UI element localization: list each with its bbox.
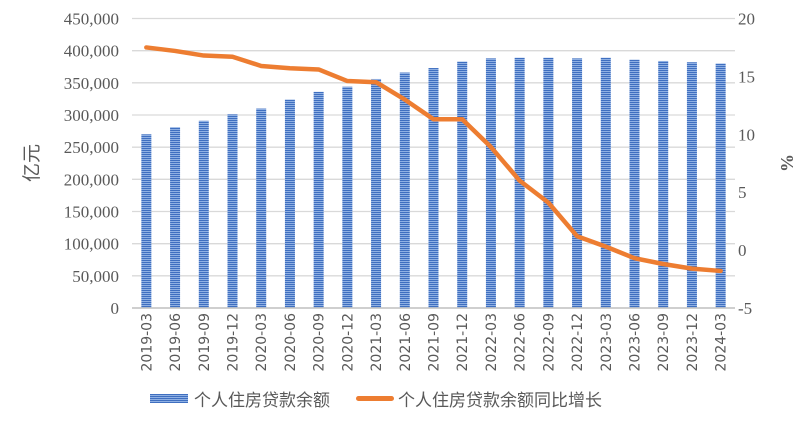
x-tick-label: 2021-06 <box>398 313 414 372</box>
bar-2021-03 <box>371 79 381 308</box>
x-tick-label: 2022-12 <box>570 313 586 372</box>
bar-2023-09 <box>658 61 668 308</box>
legend: 个人住房贷款余额 个人住房贷款余额同比增长 <box>150 386 628 411</box>
bars <box>141 58 725 308</box>
x-tick-label: 2022-06 <box>513 313 529 372</box>
y2-tick-label: 10 <box>738 125 755 144</box>
bar-2019-03 <box>141 134 151 308</box>
legend-item-growth: 个人住房贷款余额同比增长 <box>356 386 602 411</box>
y-tick-label: 50,000 <box>72 267 119 286</box>
x-tick-label: 2021-03 <box>369 313 385 372</box>
y-tick-label: 150,000 <box>64 203 119 222</box>
y-tick-label: 400,000 <box>64 42 119 61</box>
y-axis-ticks: 0 50,000 100,000 150,000 200,000 250,000 300,0… <box>64 10 119 319</box>
x-tick-label: 2019-09 <box>197 313 213 372</box>
y-tick-label: 200,000 <box>64 170 119 189</box>
bar-2023-03 <box>601 58 611 308</box>
x-tick-label: 2020-03 <box>254 313 270 372</box>
y2-tick-label: 0 <box>738 241 747 260</box>
bar-2019-09 <box>199 121 209 308</box>
y-tick-label: 450,000 <box>64 10 119 29</box>
bar-2020-03 <box>256 109 266 308</box>
x-tick-label: 2019-06 <box>168 313 184 372</box>
legend-label: 个人住房贷款余额同比增长 <box>398 386 602 411</box>
x-tick-label: 2023-12 <box>685 313 701 372</box>
y2-tick-label: 15 <box>738 67 755 86</box>
bar-2020-09 <box>314 92 324 308</box>
x-tick-label: 2019-03 <box>139 313 155 372</box>
x-tick-label: 2020-12 <box>340 313 356 372</box>
bar-2022-03 <box>486 58 496 308</box>
y-axis-title: 亿元 <box>21 144 43 182</box>
x-tick-label: 2022-09 <box>541 313 557 372</box>
y-tick-label: 0 <box>111 299 120 318</box>
y2-tick-label: -5 <box>738 299 752 318</box>
x-tick-label: 2021-12 <box>455 313 471 372</box>
bar-2023-06 <box>630 60 640 308</box>
y-tick-label: 350,000 <box>64 74 119 93</box>
y2-tick-label: 5 <box>738 183 747 202</box>
y-tick-label: 300,000 <box>64 106 119 125</box>
y-tick-label: 250,000 <box>64 138 119 157</box>
x-tick-label: 2021-09 <box>427 313 443 372</box>
bar-2022-09 <box>543 58 553 308</box>
legend-bar-swatch <box>150 394 188 403</box>
x-tick-label: 2019-12 <box>226 313 242 372</box>
x-axis-ticks: 2019-03 2019-06 2019-09 2019-12 2020-03 2020-… <box>139 313 729 372</box>
y2-axis-title: % <box>777 154 797 172</box>
x-tick-label: 2024-03 <box>714 313 730 372</box>
bar-2020-06 <box>285 100 295 308</box>
x-tick-label: 2020-06 <box>283 313 299 372</box>
x-tick-label: 2020-09 <box>312 313 328 372</box>
y2-axis-ticks: -5 0 5 10 15 20 <box>738 10 755 319</box>
x-tick-label: 2023-06 <box>628 313 644 372</box>
bar-2020-12 <box>342 87 352 308</box>
bar-2021-06 <box>400 73 410 308</box>
bar-2021-12 <box>457 62 467 308</box>
y-tick-label: 100,000 <box>64 235 119 254</box>
bar-2022-12 <box>572 58 582 308</box>
x-tick-label: 2022-03 <box>484 313 500 372</box>
legend-line-swatch <box>356 396 394 401</box>
bar-2019-12 <box>228 114 238 308</box>
bar-2019-06 <box>170 127 180 308</box>
legend-item-balance: 个人住房贷款余额 <box>150 386 330 411</box>
legend-label: 个人住房贷款余额 <box>194 386 330 411</box>
y2-tick-label: 20 <box>738 10 755 29</box>
x-tick-label: 2023-03 <box>599 313 615 372</box>
bar-2021-09 <box>429 68 439 308</box>
x-tick-label: 2023-09 <box>656 313 672 372</box>
